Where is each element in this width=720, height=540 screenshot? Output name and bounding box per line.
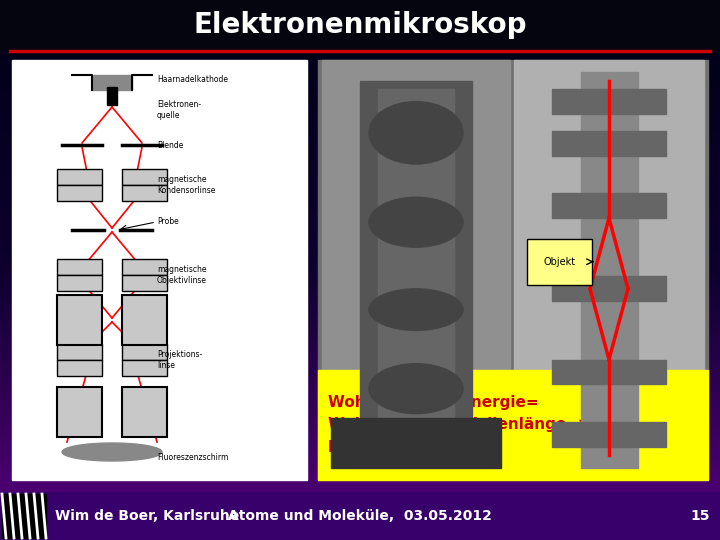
Text: magnetische
Kondensorlinse: magnetische Kondensorlinse bbox=[157, 176, 215, 195]
Bar bbox=[322, 60, 510, 476]
Bar bbox=[552, 89, 666, 114]
Text: Atome und Moleküle,  03.05.2012: Atome und Moleküle, 03.05.2012 bbox=[228, 509, 492, 523]
Text: Wim de Boer, Karlsruhe: Wim de Boer, Karlsruhe bbox=[55, 509, 239, 523]
Bar bbox=[57, 360, 102, 376]
Bar bbox=[0, 492, 720, 540]
Text: Probe: Probe bbox=[157, 218, 179, 226]
Bar bbox=[379, 89, 454, 443]
Text: Objekt: Objekt bbox=[544, 256, 576, 267]
Bar bbox=[318, 370, 708, 480]
Bar bbox=[552, 193, 666, 218]
Ellipse shape bbox=[369, 197, 463, 247]
Text: 15: 15 bbox=[690, 509, 710, 523]
Text: Elektronen-
quelle: Elektronen- quelle bbox=[157, 100, 201, 120]
Bar bbox=[0, 0, 720, 50]
Ellipse shape bbox=[369, 289, 463, 330]
Bar bbox=[580, 72, 637, 468]
Bar bbox=[122, 185, 167, 201]
Bar bbox=[57, 295, 102, 345]
Bar bbox=[318, 60, 708, 480]
Bar bbox=[57, 169, 102, 185]
Bar bbox=[57, 259, 102, 275]
Text: Elektronenmikroskop: Elektronenmikroskop bbox=[193, 11, 527, 39]
Bar bbox=[122, 259, 167, 275]
Text: Projektions-
linse: Projektions- linse bbox=[157, 350, 202, 370]
Bar bbox=[107, 87, 117, 105]
Text: Fluoreszenzschirm: Fluoreszenzschirm bbox=[157, 454, 228, 462]
Bar bbox=[514, 60, 704, 476]
Ellipse shape bbox=[369, 102, 463, 164]
Bar bbox=[552, 360, 666, 384]
Bar bbox=[122, 169, 167, 185]
Bar bbox=[552, 131, 666, 156]
Bar bbox=[92, 75, 132, 90]
Text: Wohldefinierte Energie=
Wohldefinierte Wellenlänge ->
hohe Auflösung: Wohldefinierte Energie= Wohldefinierte W… bbox=[328, 395, 590, 455]
Bar bbox=[122, 275, 167, 291]
Ellipse shape bbox=[369, 363, 463, 414]
Bar bbox=[552, 422, 666, 447]
Bar bbox=[359, 81, 472, 455]
Bar bbox=[331, 418, 500, 468]
Bar bbox=[2, 494, 46, 538]
Bar bbox=[552, 276, 666, 301]
Bar bbox=[12, 60, 307, 480]
Bar bbox=[122, 360, 167, 376]
Text: magnetische
Objektivlinse: magnetische Objektivlinse bbox=[157, 265, 207, 285]
Text: Haarnadelkathode: Haarnadelkathode bbox=[157, 76, 228, 84]
FancyBboxPatch shape bbox=[527, 239, 592, 285]
Bar bbox=[57, 275, 102, 291]
Ellipse shape bbox=[62, 443, 162, 461]
Text: Blende: Blende bbox=[157, 140, 184, 150]
Bar bbox=[122, 387, 167, 437]
Bar bbox=[122, 344, 167, 360]
Bar bbox=[57, 387, 102, 437]
Bar bbox=[57, 344, 102, 360]
Bar bbox=[57, 185, 102, 201]
Bar bbox=[122, 295, 167, 345]
